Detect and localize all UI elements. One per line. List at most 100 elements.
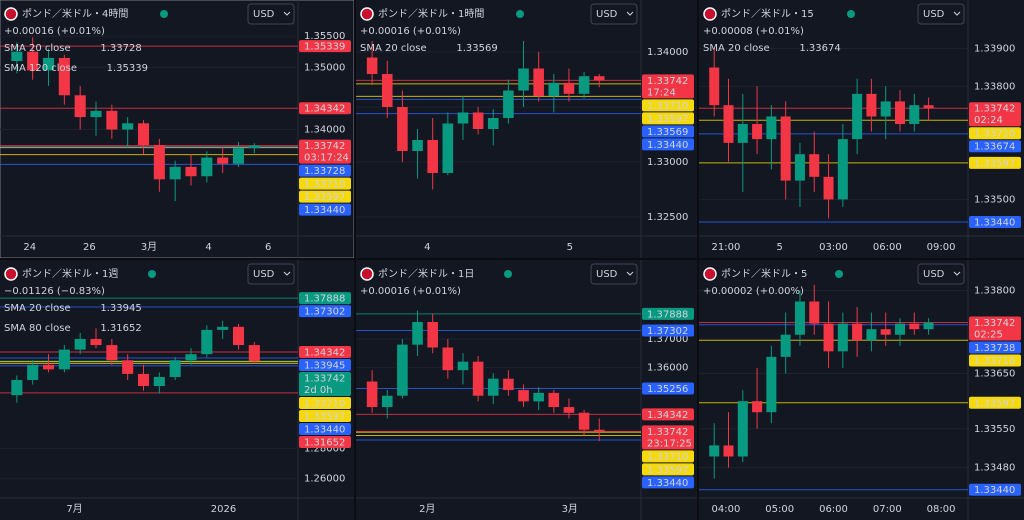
candle-body — [880, 329, 891, 335]
price-badge — [299, 423, 351, 436]
dropdown-caret[interactable] — [283, 11, 291, 16]
x-tick-label: 09:00 — [927, 242, 956, 253]
candle-body — [548, 392, 560, 408]
y-tick-label: 1.32500 — [647, 212, 688, 223]
candle-body — [533, 392, 544, 402]
currency-select[interactable] — [247, 263, 295, 285]
candle-body — [397, 107, 408, 151]
candle-body — [74, 95, 86, 118]
candle-body — [723, 105, 734, 143]
indicator-name: SMA 20 close — [360, 43, 427, 54]
price-badge-label: 1.33738 — [974, 343, 1015, 354]
price-badge — [299, 139, 351, 164]
status-dot — [847, 10, 855, 18]
currency-label[interactable]: USD — [596, 269, 618, 280]
dropdown-caret[interactable] — [953, 11, 961, 16]
candle-body — [766, 356, 777, 413]
candle-body — [866, 93, 877, 117]
candle-body — [169, 360, 181, 377]
y-tick-label: 1.34000 — [647, 47, 688, 58]
candle-body — [709, 67, 720, 106]
indicator-value: 1.33569 — [456, 43, 497, 54]
candle-body — [780, 334, 791, 357]
price-badge — [969, 216, 1021, 229]
currency-select[interactable] — [247, 3, 295, 25]
y-tick-label: 1.34000 — [304, 125, 345, 136]
currency-label[interactable]: USD — [596, 9, 618, 20]
status-dot — [148, 270, 156, 278]
price-badge-label: 1.31652 — [304, 438, 345, 449]
currency-select[interactable] — [590, 263, 638, 285]
candle-body — [578, 412, 590, 430]
currency-label[interactable]: USD — [253, 269, 275, 280]
candle-body — [74, 338, 86, 350]
x-tick-label: 7月 — [66, 503, 82, 515]
price-badge-label: 1.33710 — [304, 179, 345, 190]
price-badge — [642, 476, 694, 489]
candle-body — [809, 154, 820, 177]
price-badge — [299, 372, 351, 397]
indicator-name: SMA 20 close — [703, 43, 770, 54]
candle-body — [518, 390, 529, 402]
price-badge-label: 1.33440 — [304, 425, 345, 436]
indicator-name: SMA 120 close — [4, 63, 77, 74]
candle-body — [427, 139, 438, 173]
candle-body — [563, 82, 575, 94]
y-tick-label: 1.28000 — [304, 443, 345, 454]
candle-body — [823, 323, 834, 352]
price-badge — [299, 203, 351, 216]
candle-body — [232, 326, 245, 346]
price-badge — [969, 483, 1021, 496]
price-badge-label: 1.37302 — [304, 307, 345, 318]
candle-body — [563, 407, 575, 413]
candle-body — [852, 323, 863, 341]
price-badge — [969, 127, 1021, 140]
price-badge — [642, 112, 694, 125]
flag-icon — [360, 7, 374, 21]
candle-body — [894, 323, 905, 335]
price-badge-countdown: 02:25 — [974, 330, 1003, 341]
dropdown-caret[interactable] — [953, 271, 961, 276]
dropdown-caret[interactable] — [283, 271, 291, 276]
dropdown-caret[interactable] — [626, 271, 634, 276]
x-tick-label: 3月 — [562, 503, 578, 515]
candle-body — [752, 124, 763, 140]
candle-body — [794, 154, 805, 181]
price-badge-label: 1.33742 — [974, 318, 1015, 329]
candle-body — [723, 445, 734, 457]
price-badge — [642, 425, 694, 450]
y-tick-label: 1.37000 — [647, 334, 688, 345]
price-badge-label: 1.33440 — [304, 205, 345, 216]
currency-select[interactable] — [590, 3, 638, 25]
candle-body — [90, 110, 102, 118]
dropdown-caret[interactable] — [626, 11, 634, 16]
candle-body — [780, 116, 791, 181]
chart-panel: 1.33900 1.33800 1.33500 21:00 5 03:00 06:00 09:… — [699, 0, 1024, 258]
candle-body — [27, 51, 39, 71]
price-badge — [969, 354, 1021, 367]
candle-body — [852, 93, 863, 140]
candle-body — [232, 148, 245, 164]
candle-body — [217, 326, 229, 330]
price-badge-label: 1.35256 — [647, 384, 688, 395]
candle-body — [42, 57, 55, 71]
currency-label[interactable]: USD — [923, 269, 945, 280]
price-badge-label: 1.35339 — [304, 42, 345, 53]
price-badge-label: 1.33710 — [647, 452, 688, 463]
price-badge-label: 1.34342 — [304, 104, 345, 115]
currency-select[interactable] — [917, 263, 965, 285]
currency-label[interactable]: USD — [923, 9, 945, 20]
currency-select[interactable] — [917, 3, 965, 25]
price-badge — [969, 102, 1021, 127]
candle-body — [487, 378, 499, 396]
y-tick-label: 1.35500 — [304, 31, 345, 42]
x-tick-label: 2026 — [211, 504, 236, 515]
currency-label[interactable]: USD — [253, 9, 275, 20]
candle-body — [397, 344, 408, 396]
price-badge — [642, 450, 694, 463]
candle-body — [153, 376, 165, 387]
price-change: −0.01126 (−0.83%) — [4, 286, 105, 297]
flag-icon — [360, 267, 374, 281]
price-badge-label: 1.33440 — [647, 140, 688, 151]
candle-body — [366, 381, 378, 408]
